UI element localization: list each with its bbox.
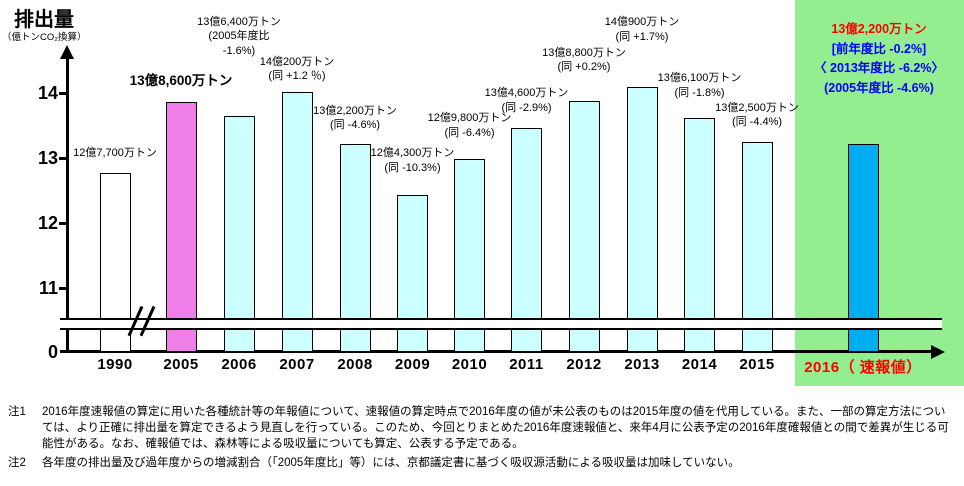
bar-value-label-line: 13億6,100万トン [657,72,742,85]
bar-2015 [741,141,773,352]
x-tick-2007: 2007 [279,356,315,373]
x-tick-2012: 2012 [566,356,602,373]
x-tick-1990: 1990 [97,356,133,373]
bar-2008 [339,143,371,352]
bar-value-label-line: (同 -6.4%) [444,126,495,139]
x-tick-2016: 2016（ 速報値） [804,359,922,376]
bar-2014 [684,118,715,352]
bar-value-label-line: (同 -2.9%) [501,101,552,114]
footnote-2-text: 各年度の排出量及び過年度からの増減割合（「2005年度比」等）には、京都議定書に… [42,457,740,470]
bar-2006 [223,116,255,352]
annotation-2016-line: 13億2,200万トン [831,22,927,36]
x-axis-arrow-icon [931,344,945,359]
x-axis-line [60,350,934,353]
y-tick-13: 13 [37,148,58,168]
y-axis-arrow-icon [60,45,74,59]
y-tickmark-12 [59,222,67,225]
bar-value-label-line: (同 -1.8%) [674,86,725,99]
bar-2013 [626,87,658,352]
bar-value-label-2006: 13億6,400万トン (2005年度比 -1.6%) [177,15,301,59]
bar-value-label-line: 12億7,700万トン [73,147,157,160]
footnotes: 注1 2016年度速報値の算定に用いた各種統計等の年報値について、速報値の算定時… [8,404,956,474]
y-tick-11: 11 [38,278,58,298]
bar-value-label-2014: 13億6,100万トン (同 -1.8%) [638,71,762,100]
bar-value-label-line: 13億4,600万トン [484,87,569,100]
bar-value-label-line: -1.6%) [222,44,256,57]
bar-2007 [281,91,313,352]
bar-value-label-line: 14億200万トン [259,55,335,68]
bar-value-label-2011: 13億4,600万トン (同 -2.9%) [465,86,589,115]
bar-value-label-line: (2005年度比 [208,30,270,43]
bar-value-label-2013: 14億900万トン (同 +1.7%) [580,15,704,44]
x-tick-2006: 2006 [221,356,257,373]
y-tickmark-14 [59,92,67,95]
bar-2005 [165,102,197,352]
x-tick-2011: 2011 [509,356,544,373]
footnote-2: 注2 各年度の排出量及び過年度からの増減割合（「2005年度比」等）には、京都議… [8,455,956,471]
bar-value-label-2007: 14億200万トン (同 +1.2 ％) [235,55,359,84]
y-axis-title: 排出量 [14,9,74,31]
x-tick-2009: 2009 [394,356,431,373]
x-tick-2013: 2013 [624,356,660,373]
x-tick-2008: 2008 [337,356,373,373]
footnote-1-label: 注1 [8,406,26,418]
bar-value-label-line: 14億900万トン [604,16,680,29]
y-tick-0: 0 [47,342,58,362]
bar-value-label-1990: 12億7,700万トン [53,146,177,161]
bar-value-label-line: (同 -4.4%) [731,116,783,129]
bar-value-label-line: 13億6,400万トン [197,15,281,28]
annotation-2016-line: [前年度比 -0.2%] [831,41,927,56]
bar-value-label-2012: 13億8,800万トン (同 +0.2%) [522,46,646,75]
annotation-2016-line: 〈 2013年度比 -6.2%〉 [814,61,944,75]
bar-value-label-line: (同 +0.2%) [557,61,611,74]
bar-2011 [511,128,542,352]
y-axis-line [66,58,69,352]
y-tickmark-13 [59,157,67,160]
footnote-1-text: 2016年度速報値の算定に用いた各種統計等の年報値について、速報値の算定時点で2… [42,406,949,451]
bar-value-label-line: (同 -10.3%) [384,161,441,174]
bar-2012 [568,100,600,352]
bar-value-label-line: (同 +1.7%) [615,30,669,43]
bar-value-label-line: (同 -4.6%) [329,119,381,132]
x-tick-2005: 2005 [163,356,199,373]
bar-value-label-2010: 12億9,800万トン (同 -6.4%) [408,111,532,140]
bar-value-label-line: 13億8,600万トン [129,73,233,89]
y-tickmark-11 [59,287,67,290]
bar-value-label-line: 13億8,800万トン [542,46,626,59]
bar-value-label-line: (同 +1.2 ％) [268,70,326,83]
bar-value-label-line: 13億2,500万トン [715,101,799,114]
bar-value-label-2015: 13億2,500万トン (同 -4.4%) [695,101,819,130]
annotation-2016: 13億2,200万トン [前年度比 -0.2%] 〈 2013年度比 -6.2%〉 (… [799,20,959,98]
bar-value-label-line: 13億2,200万トン [313,104,397,117]
footnote-2-label: 注2 [8,457,26,470]
y-axis-unit-label: （億トンCO₂換算） [2,32,87,43]
axis-break-band [60,318,942,330]
bar-value-label-2005: 13億8,600万トン [119,72,243,89]
x-tick-2015: 2015 [739,356,775,373]
bar-2016 [847,143,879,352]
x-tick-2014: 2014 [681,356,718,373]
x-tick-2010: 2010 [451,356,488,373]
bar-value-label-2008: 13億2,200万トン (同 -4.6%) [293,104,417,133]
annotation-2016-line: (2005年度比 -4.6%) [824,80,934,95]
y-tick-12: 12 [37,213,58,233]
chart-area: 排出量 （億トンCO₂換算） 13億2,200万トン [前年度比 -0.2%] 〈 … [2,0,964,386]
bar-value-label-2009: 12億4,300万トン (同 -10.3%) [351,146,475,175]
footnote-1: 注1 2016年度速報値の算定に用いた各種統計等の年報値について、速報値の算定時… [8,404,956,452]
y-tick-14: 14 [37,83,58,103]
bar-value-label-line: 12億4,300万トン [370,147,455,160]
bar-value-label-line: 12億9,800万トン [427,112,512,125]
